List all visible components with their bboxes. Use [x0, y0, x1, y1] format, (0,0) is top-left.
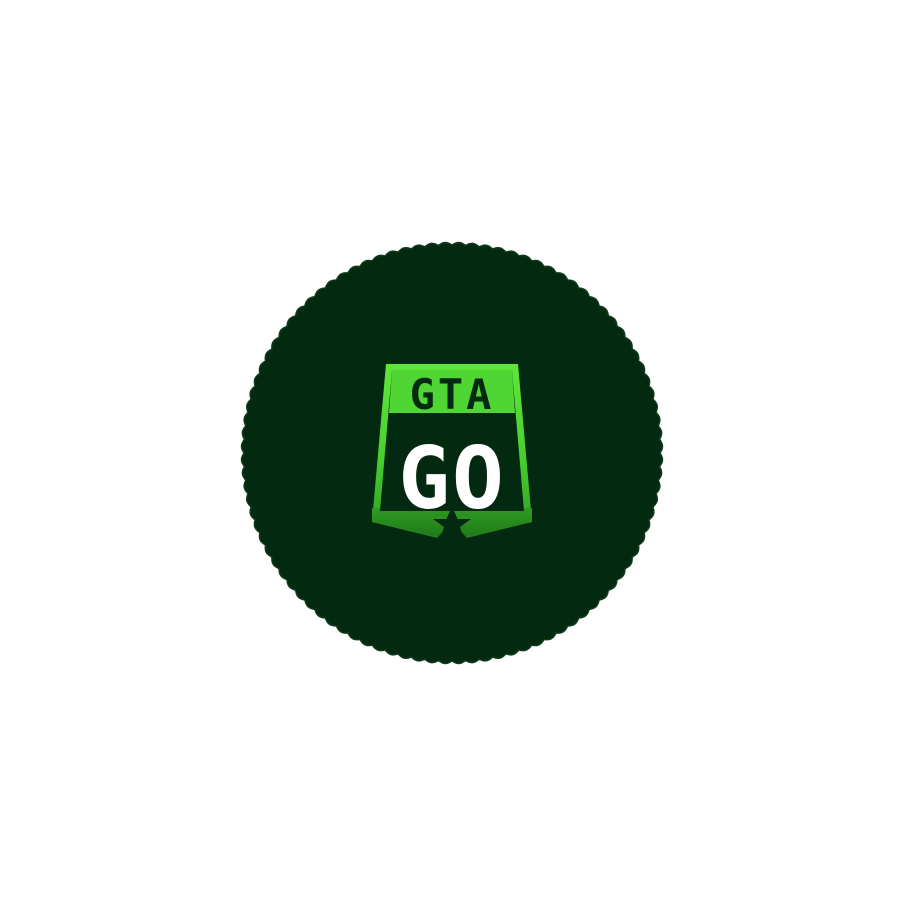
logo-text-go: GO: [398, 429, 506, 529]
logo-text-gta: GTA: [410, 370, 495, 419]
star-icon: [433, 506, 471, 540]
shield-icon: [372, 364, 532, 538]
